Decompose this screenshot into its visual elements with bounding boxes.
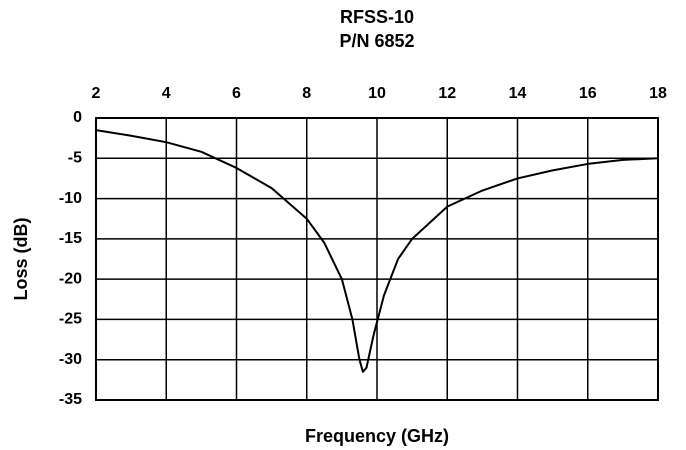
x-tick-label: 12 <box>438 85 456 102</box>
y-tick-label: -5 <box>68 150 82 167</box>
x-tick-label: 16 <box>579 85 597 102</box>
data-line <box>95 129 659 373</box>
x-tick-label: 10 <box>368 85 386 102</box>
y-tick-label: -15 <box>59 230 82 247</box>
x-tick-label: 8 <box>302 85 311 102</box>
plot-frame <box>95 117 659 401</box>
x-axis-label: Frequency (GHz) <box>305 426 449 446</box>
x-tick-label: 18 <box>649 85 667 102</box>
y-tick-label: -20 <box>59 270 82 287</box>
y-tick-label: -35 <box>59 391 82 408</box>
x-tick-label: 14 <box>509 85 527 102</box>
chart-title: RFSS-10 <box>340 7 414 27</box>
x-tick-label: 2 <box>92 85 101 102</box>
chart-subtitle: P/N 6852 <box>339 31 414 51</box>
y-axis-label: Loss (dB) <box>11 217 31 300</box>
y-tick-label: 0 <box>73 109 82 126</box>
y-tick-label: -30 <box>59 351 82 368</box>
y-tick-label: -10 <box>59 190 82 207</box>
x-tick-label: 6 <box>232 85 241 102</box>
y-tick-label: -25 <box>59 311 82 328</box>
x-tick-label: 4 <box>162 85 171 102</box>
